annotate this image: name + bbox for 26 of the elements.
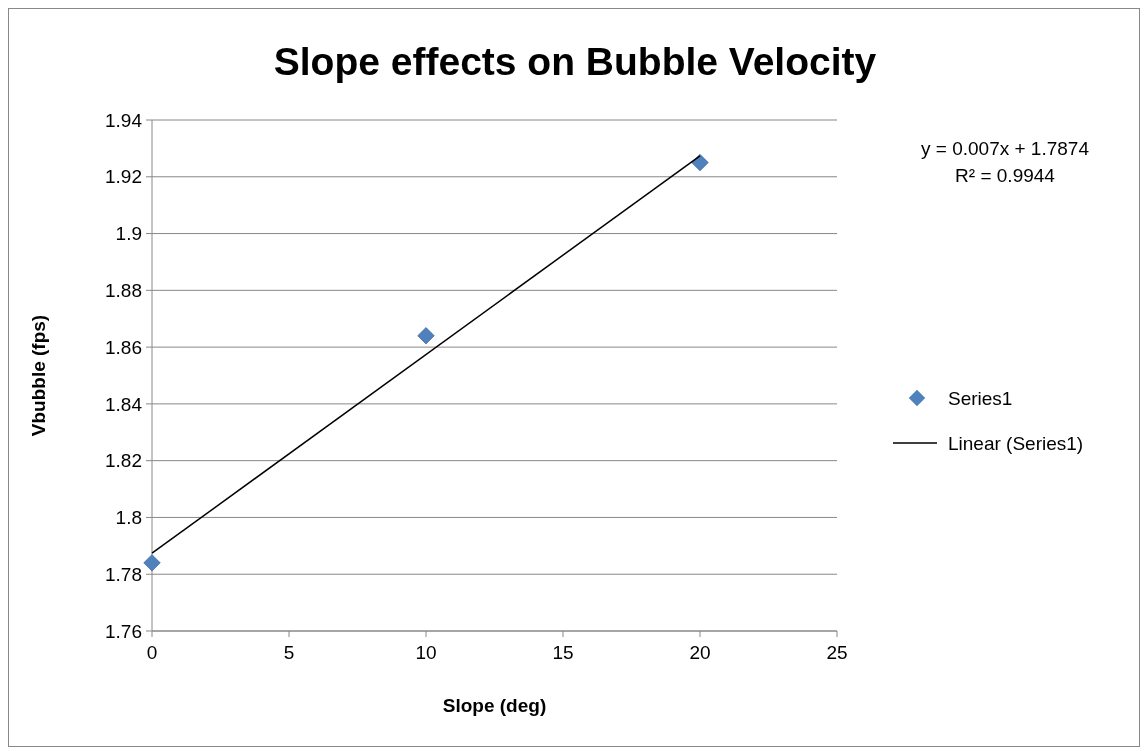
y-tick-label: 1.84 <box>105 393 143 415</box>
x-tick-label: 25 <box>826 642 848 663</box>
x-tick-label: 5 <box>283 642 295 663</box>
x-tick-label: 20 <box>689 642 711 663</box>
point <box>691 153 709 172</box>
text: R² = 0.9944 <box>955 165 1056 186</box>
y-tick-label: 1.8 <box>115 507 142 529</box>
y-tick-label: 1.86 <box>105 336 142 358</box>
y-tick-label: 1.88 <box>105 279 142 301</box>
point <box>143 554 161 572</box>
y-tick-label: 1.78 <box>105 563 142 585</box>
legend-label: Linear (Series1) <box>948 432 1084 454</box>
text: y = 0.007x + 1.7874 <box>921 138 1090 159</box>
y-tick-label: 1.76 <box>105 620 142 642</box>
x-tick-label: 0 <box>146 642 158 663</box>
y-tick-label: 1.82 <box>105 450 142 472</box>
x-axis-title: Slope (deg) <box>442 695 547 716</box>
y-axis-title: Vbubble (fps) <box>28 314 49 437</box>
chart-title: Slope effects on Bubble Velocity <box>273 40 877 83</box>
y-tick-label: 1.94 <box>105 109 143 131</box>
y-tick-label: 1.92 <box>105 166 142 188</box>
point <box>417 327 435 345</box>
x-tick-label: 10 <box>415 642 437 663</box>
x-tick-label: 15 <box>552 642 574 663</box>
y-tick-label: 1.9 <box>115 223 142 245</box>
legend-label: Series1 <box>948 387 1013 409</box>
